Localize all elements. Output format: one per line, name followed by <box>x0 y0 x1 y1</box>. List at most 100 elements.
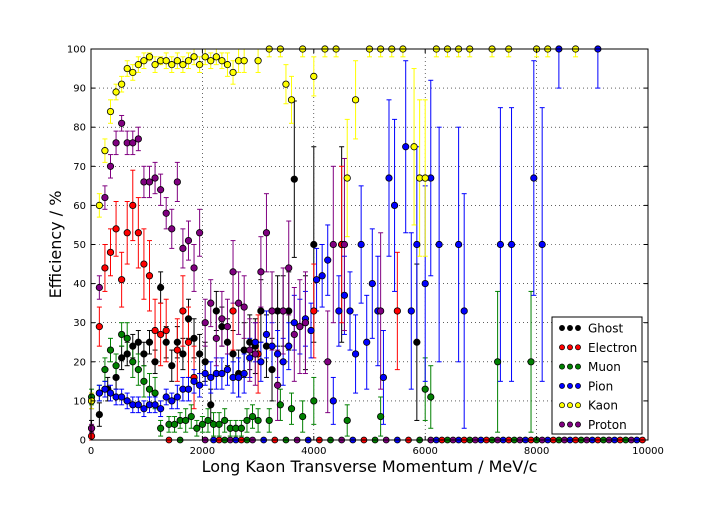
data-point <box>134 135 142 143</box>
data-point <box>268 366 276 374</box>
data-point <box>201 319 209 327</box>
data-point <box>95 201 103 209</box>
data-point <box>212 334 220 342</box>
legend-label: Proton <box>588 418 627 432</box>
data-point <box>106 248 115 256</box>
data-point <box>413 240 421 249</box>
legend-label: Electron <box>588 341 637 355</box>
data-point <box>145 178 154 186</box>
data-point <box>207 401 215 409</box>
data-point <box>190 264 198 272</box>
data-point <box>310 397 318 405</box>
data-point <box>123 229 131 237</box>
data-point <box>184 315 193 323</box>
legend-label: Pion <box>588 379 613 393</box>
data-point <box>254 57 262 65</box>
legend-marker <box>575 363 581 370</box>
data-point <box>190 377 198 385</box>
data-point <box>134 366 142 374</box>
legend-label: Muon <box>588 360 621 374</box>
data-point <box>287 96 296 104</box>
x-axis-label: Long Kaon Transverse Momentum / MeV/c <box>202 457 538 476</box>
data-point <box>285 264 293 272</box>
data-point <box>87 432 96 440</box>
data-point <box>243 416 251 425</box>
data-point <box>173 346 181 354</box>
data-point <box>157 330 165 339</box>
legend-marker <box>567 325 573 331</box>
data-point <box>145 338 154 346</box>
data-point <box>307 326 315 335</box>
data-point <box>218 369 226 378</box>
data-point <box>106 162 115 170</box>
data-point <box>129 342 137 350</box>
data-point <box>223 366 232 374</box>
data-point <box>157 283 165 292</box>
data-point <box>421 174 429 182</box>
data-point <box>455 240 463 249</box>
data-point <box>118 330 126 339</box>
data-point <box>312 276 321 284</box>
data-point <box>106 346 115 354</box>
data-point <box>118 393 126 401</box>
data-point <box>212 53 220 61</box>
data-point <box>112 225 120 233</box>
data-point <box>151 389 159 397</box>
data-point <box>134 401 142 409</box>
data-point <box>95 323 103 331</box>
data-point <box>162 338 170 346</box>
legend-marker <box>559 363 565 370</box>
data-point <box>329 397 337 405</box>
legend: Ghost Electron Muon Pion Kaon Proton <box>551 316 643 435</box>
data-point <box>101 193 109 202</box>
data-point <box>262 330 271 339</box>
data-point <box>118 354 126 362</box>
data-point <box>95 410 103 419</box>
data-point <box>162 57 170 65</box>
data-point <box>123 350 131 358</box>
y-tick-label: 100 <box>67 45 86 56</box>
data-point <box>262 229 271 237</box>
x-tick-label: 2000 <box>190 446 215 457</box>
axis-ticks: 0 10 20 30 40 50 60 70 80 90 100 0 2000 4000 6000 8000 1… <box>67 45 664 458</box>
data-point <box>201 53 209 61</box>
data-point <box>201 358 209 366</box>
y-tick-label: 0 <box>80 436 86 447</box>
data-point <box>301 319 310 327</box>
data-point <box>184 57 193 65</box>
data-point <box>134 229 142 237</box>
data-point <box>134 338 142 346</box>
data-point <box>318 272 326 280</box>
data-point <box>112 362 120 370</box>
data-point <box>151 174 159 182</box>
data-point <box>145 53 154 61</box>
data-point <box>377 307 385 315</box>
data-point <box>223 323 232 331</box>
data-point <box>240 303 248 311</box>
data-point <box>207 299 215 307</box>
data-point <box>140 57 148 65</box>
legend-marker <box>559 325 565 331</box>
x-tick-label: 8000 <box>524 446 549 457</box>
data-point <box>134 61 142 69</box>
data-point <box>527 358 535 366</box>
legend-marker <box>567 402 573 409</box>
data-point <box>204 416 212 425</box>
data-point <box>268 307 276 315</box>
data-point <box>101 385 109 393</box>
data-point <box>168 397 176 405</box>
data-point <box>340 291 349 299</box>
data-point <box>246 346 254 354</box>
data-point <box>129 358 137 366</box>
y-tick-label: 10 <box>73 396 86 407</box>
data-point <box>329 240 337 249</box>
data-point <box>265 416 273 425</box>
data-point <box>168 225 176 233</box>
data-point <box>112 88 120 96</box>
data-point <box>145 385 154 393</box>
data-point <box>95 389 103 397</box>
data-point <box>151 61 159 69</box>
data-point <box>351 350 360 358</box>
data-point <box>351 96 360 104</box>
